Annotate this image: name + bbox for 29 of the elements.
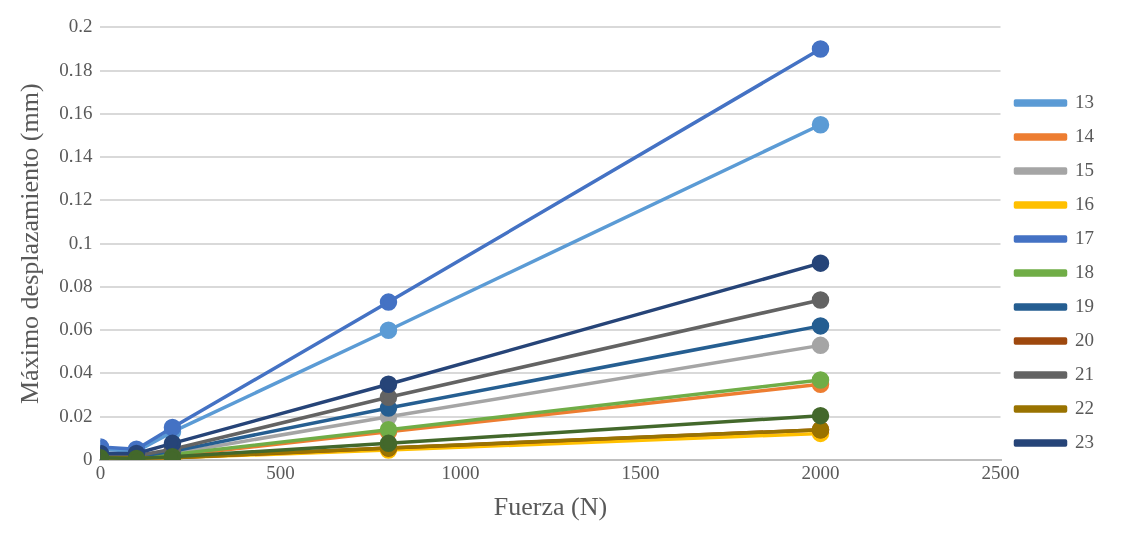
x-tick-label: 500 <box>266 462 295 484</box>
x-tick-label: 2500 <box>981 462 1020 484</box>
legend-label: 14 <box>1075 124 1095 146</box>
y-tick-label: 0.1 <box>68 231 93 253</box>
x-tick-label: 1500 <box>621 462 660 484</box>
legend-label: 18 <box>1075 260 1094 282</box>
y-tick-label: 0.18 <box>59 58 93 80</box>
legend-label: 23 <box>1075 430 1094 452</box>
legend-label: 15 <box>1075 158 1094 180</box>
y-tick-label: 0.06 <box>59 318 93 340</box>
y-tick-label: 0.02 <box>59 404 93 426</box>
y-tick-label: 0.14 <box>59 145 93 167</box>
legend-label: 22 <box>1075 396 1094 418</box>
legend-label: 20 <box>1075 328 1094 350</box>
y-tick-label: 0.2 <box>68 15 93 37</box>
y-tick-label: 0.08 <box>59 274 93 296</box>
legend-label: 16 <box>1075 192 1094 214</box>
y-tick-label: 0 <box>82 447 93 469</box>
x-axis-title: Fuerza (N) <box>493 492 608 522</box>
y-axis-title: Máximo desplazamiento (mm) <box>15 83 45 404</box>
x-tick-label: 2000 <box>801 462 840 484</box>
legend-label: 19 <box>1075 294 1094 316</box>
y-tick-label: 0.12 <box>59 188 93 210</box>
legend-label: 21 <box>1075 362 1094 384</box>
legend-label: 13 <box>1075 90 1094 112</box>
y-tick-label: 0.16 <box>59 101 93 123</box>
legend-label: 17 <box>1075 226 1094 248</box>
x-tick-label: 1000 <box>441 462 480 484</box>
y-tick-label: 0.04 <box>59 361 93 383</box>
